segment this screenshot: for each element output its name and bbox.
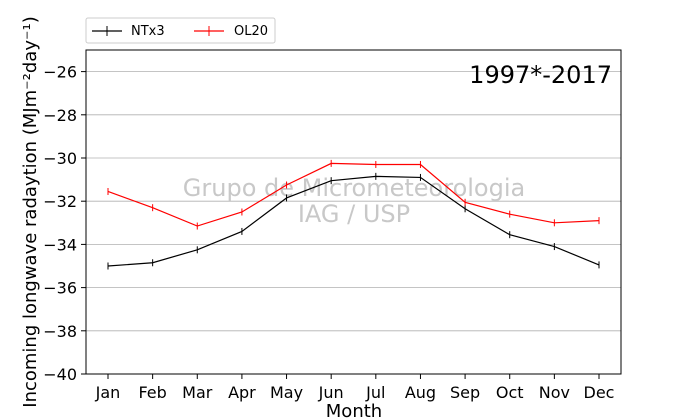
y-tick-label: −28 [43, 106, 77, 125]
x-axis-label: Month [326, 401, 382, 420]
x-tick-label: Aug [405, 383, 436, 402]
y-axis-label: Incoming longwave radaytion (MJm⁻²day⁻¹) [20, 16, 41, 407]
legend: NTx3 OL20 [85, 17, 276, 44]
x-tick-label: Jul [365, 383, 385, 402]
y-tick-label: −34 [43, 235, 77, 254]
x-tick-label: May [270, 383, 303, 402]
x-tick-label: Jun [318, 383, 344, 402]
series-lines [107, 159, 600, 270]
series-line-NTx3 [107, 175, 600, 267]
period-label: 1997*-2017 [469, 61, 612, 89]
series-line-OL20 [107, 162, 600, 227]
plot-frame [85, 49, 622, 375]
y-axis-ticks: −40 −38 −36 −34 −32 −30 −28 −26 [43, 63, 86, 384]
x-tick-label: Jan [95, 383, 121, 402]
x-tick-label: Oct [496, 383, 524, 402]
x-tick-label: Sep [450, 383, 480, 402]
x-tick-label: Feb [138, 383, 166, 402]
x-tick-label: Nov [539, 383, 570, 402]
x-tick-label: Mar [182, 383, 213, 402]
legend-label: NTx3 [131, 24, 165, 39]
y-tick-label: −30 [43, 149, 77, 168]
x-tick-label: Apr [228, 383, 256, 402]
watermark-line-2: IAG / USP [298, 200, 410, 228]
y-tick-label: −36 [43, 279, 77, 298]
y-tick-label: −38 [43, 322, 77, 341]
x-axis-ticks: Jan Feb Mar Apr May Jun Jul Aug Sep Oct Nov Dec [95, 374, 615, 402]
y-tick-label: −26 [43, 63, 77, 82]
y-tick-label: −32 [43, 192, 77, 211]
legend-box [85, 17, 276, 44]
y-tick-label: −40 [43, 365, 77, 384]
legend-label: OL20 [234, 24, 268, 39]
x-tick-label: Dec [584, 383, 615, 402]
